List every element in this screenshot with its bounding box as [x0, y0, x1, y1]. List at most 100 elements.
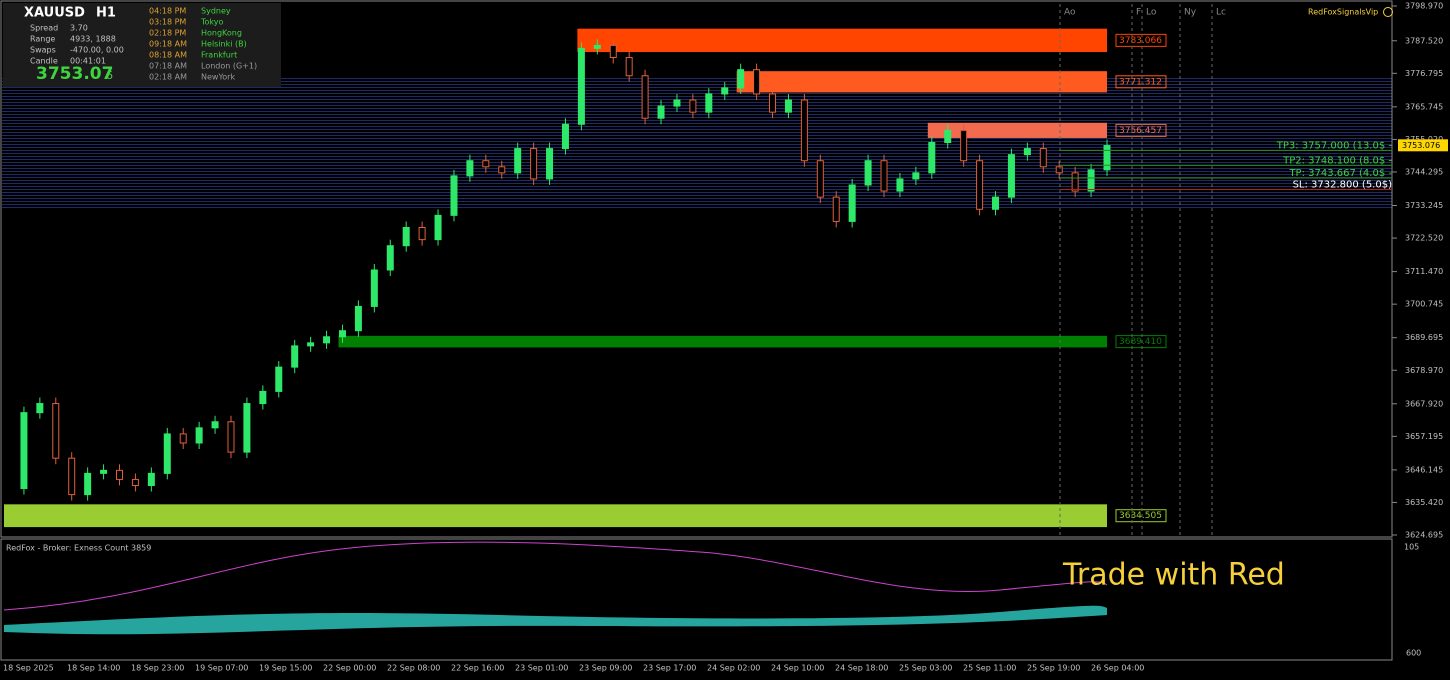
current-price: 3753.076: [1402, 141, 1440, 150]
time-label: 22 Sep 00:00: [323, 664, 376, 673]
candle: [84, 472, 92, 496]
price-tick: 3744.295: [1405, 167, 1443, 176]
candle: [1055, 166, 1063, 174]
candle: [1071, 172, 1079, 192]
smiley: [1383, 7, 1393, 17]
candle: [1007, 154, 1015, 198]
candle: [1103, 145, 1111, 171]
zone: [927, 122, 1107, 138]
price-tick: 3657.195: [1405, 432, 1443, 441]
candle: [721, 87, 729, 95]
candle: [880, 160, 888, 192]
brand: RedFoxSignalsVip: [1308, 8, 1378, 17]
zone-label: 3634.505: [1119, 511, 1162, 521]
candle: [100, 469, 108, 474]
candle: [609, 44, 617, 59]
price-tick: 3635.420: [1405, 498, 1443, 507]
candle: [737, 69, 745, 89]
time-label: 22 Sep 08:00: [387, 664, 440, 673]
session-time: 02:18 PM: [149, 29, 186, 38]
time-label: 19 Sep 07:00: [195, 664, 248, 673]
candle: [896, 178, 904, 192]
candle: [705, 93, 713, 113]
candle: [259, 390, 267, 405]
zone-label-box: [1115, 33, 1167, 47]
candle: [753, 69, 761, 95]
session-time: 07:18 AM: [149, 62, 187, 71]
zone-label-box: [1115, 123, 1167, 137]
price-digit: 6: [106, 69, 113, 82]
candle: [1039, 148, 1047, 168]
candle: [386, 245, 394, 271]
candle: [816, 160, 824, 198]
session-time: 09:18 AM: [149, 40, 187, 49]
indicator-title: RedFox - Broker: Exness Count 3859: [6, 544, 151, 553]
price-tick: 3765.745: [1405, 102, 1443, 111]
candle: [944, 129, 952, 144]
candle: [976, 160, 984, 210]
candle: [864, 160, 872, 186]
zone: [736, 71, 1107, 93]
candle: [530, 148, 538, 180]
time-label: 23 Sep 01:00: [515, 664, 568, 673]
candle: [514, 148, 522, 174]
candle: [291, 345, 299, 368]
candle: [498, 166, 506, 174]
time-label: 24 Sep 02:00: [707, 664, 760, 673]
price-tick: 3646.145: [1405, 465, 1443, 474]
session-marker: Ny: [1184, 8, 1197, 18]
price-tick: 3711.470: [1405, 267, 1443, 276]
candle: [275, 366, 283, 392]
candle: [179, 433, 187, 444]
info-value: -470.00, 0.00: [70, 46, 124, 55]
candle: [912, 172, 920, 180]
session-marker: F: [1136, 8, 1141, 18]
candle: [1087, 169, 1095, 192]
candle: [323, 336, 331, 344]
time-label: 25 Sep 19:00: [1027, 664, 1080, 673]
slogan: Trade with Red: [1062, 558, 1285, 593]
time-label: 18 Sep 23:00: [131, 664, 184, 673]
info-key: Range: [30, 35, 55, 44]
indicator-bottom: 600: [1406, 649, 1421, 658]
session-marker: Lo: [1146, 8, 1157, 18]
indicator-line: [3, 541, 1108, 611]
zone-label: 3783.066: [1119, 36, 1162, 46]
candle: [402, 226, 410, 247]
indicator-top: 105: [1404, 543, 1419, 552]
time-label: 18 Sep 2025: [3, 664, 54, 673]
price-tick: 3678.970: [1405, 366, 1443, 375]
price-tick: 3624.695: [1405, 531, 1443, 540]
info-key: Candle: [30, 57, 58, 66]
candle: [673, 99, 681, 107]
zone-label: 3689.410: [1119, 337, 1162, 347]
price-tick: 3733.245: [1405, 201, 1443, 210]
session-marker: Ao: [1064, 8, 1076, 18]
candle: [243, 403, 251, 453]
time-label: 18 Sep 14:00: [67, 664, 120, 673]
session-time: 02:18 AM: [149, 73, 187, 82]
info-value: 3.70: [70, 24, 88, 33]
candle: [848, 184, 856, 222]
candle: [657, 105, 665, 119]
candle: [928, 142, 936, 174]
session-time: 08:18 AM: [149, 51, 187, 60]
zone-label: 3756.457: [1119, 126, 1162, 136]
symbol: XAUUSD: [24, 6, 85, 21]
candle: [227, 421, 235, 453]
candle: [625, 57, 633, 77]
session-name: Frankfurt: [201, 51, 237, 60]
session-name: London (G+1): [201, 62, 257, 71]
time-label: 23 Sep 17:00: [643, 664, 696, 673]
time-label: 24 Sep 18:00: [835, 664, 888, 673]
candle: [689, 99, 697, 113]
candle: [960, 129, 968, 162]
info-key: Spread: [30, 24, 58, 33]
indicator-frame: [0, 538, 1393, 661]
price-tick: 3776.795: [1405, 69, 1443, 78]
level-lines: [2, 78, 1392, 208]
price-tick: 3667.920: [1405, 399, 1443, 408]
candle: [561, 123, 569, 150]
candle: [370, 269, 378, 307]
